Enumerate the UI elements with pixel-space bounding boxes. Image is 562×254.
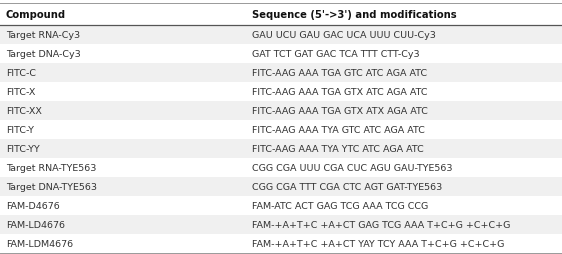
Text: FITC-X: FITC-X xyxy=(6,88,35,97)
Text: FITC-XX: FITC-XX xyxy=(6,107,42,116)
Bar xyxy=(0,64,562,83)
Bar xyxy=(0,196,562,215)
Bar xyxy=(0,177,562,196)
Bar xyxy=(0,234,562,253)
Text: FAM-LDM4676: FAM-LDM4676 xyxy=(6,239,73,248)
Bar xyxy=(0,83,562,102)
Text: Compound: Compound xyxy=(6,10,66,20)
Bar xyxy=(0,102,562,121)
Text: FAM-LD4676: FAM-LD4676 xyxy=(6,220,65,229)
Text: Target RNA-TYE563: Target RNA-TYE563 xyxy=(6,163,96,172)
Text: FITC-AAG AAA TGA GTX ATC AGA ATC: FITC-AAG AAA TGA GTX ATC AGA ATC xyxy=(252,88,428,97)
Bar xyxy=(0,45,562,64)
Text: FAM-ATC ACT GAG TCG AAA TCG CCG: FAM-ATC ACT GAG TCG AAA TCG CCG xyxy=(252,201,428,210)
Text: FITC-AAG AAA TGA GTX ATX AGA ATC: FITC-AAG AAA TGA GTX ATX AGA ATC xyxy=(252,107,428,116)
Text: FAM-+A+T+C +A+CT YAY TCY AAA T+C+G +C+C+G: FAM-+A+T+C +A+CT YAY TCY AAA T+C+G +C+C+… xyxy=(252,239,504,248)
Text: FITC-AAG AAA TYA YTC ATC AGA ATC: FITC-AAG AAA TYA YTC ATC AGA ATC xyxy=(252,145,424,153)
Text: FITC-YY: FITC-YY xyxy=(6,145,40,153)
Text: Target RNA-Cy3: Target RNA-Cy3 xyxy=(6,31,80,40)
Bar xyxy=(0,158,562,177)
Bar xyxy=(0,26,562,45)
Text: Sequence (5'->3') and modifications: Sequence (5'->3') and modifications xyxy=(252,10,456,20)
Bar xyxy=(0,4,562,26)
Text: Target DNA-TYE563: Target DNA-TYE563 xyxy=(6,182,97,191)
Text: FITC-AAG AAA TGA GTC ATC AGA ATC: FITC-AAG AAA TGA GTC ATC AGA ATC xyxy=(252,69,427,78)
Text: CGG CGA UUU CGA CUC AGU GAU-TYE563: CGG CGA UUU CGA CUC AGU GAU-TYE563 xyxy=(252,163,452,172)
Text: FAM-+A+T+C +A+CT GAG TCG AAA T+C+G +C+C+G: FAM-+A+T+C +A+CT GAG TCG AAA T+C+G +C+C+… xyxy=(252,220,510,229)
Text: CGG CGA TTT CGA CTC AGT GAT-TYE563: CGG CGA TTT CGA CTC AGT GAT-TYE563 xyxy=(252,182,442,191)
Bar xyxy=(0,139,562,158)
Text: GAT TCT GAT GAC TCA TTT CTT-Cy3: GAT TCT GAT GAC TCA TTT CTT-Cy3 xyxy=(252,50,420,59)
Text: FITC-C: FITC-C xyxy=(6,69,36,78)
Text: FITC-AAG AAA TYA GTC ATC AGA ATC: FITC-AAG AAA TYA GTC ATC AGA ATC xyxy=(252,125,425,134)
Text: FAM-D4676: FAM-D4676 xyxy=(6,201,60,210)
Text: Target DNA-Cy3: Target DNA-Cy3 xyxy=(6,50,81,59)
Bar xyxy=(0,121,562,139)
Text: GAU UCU GAU GAC UCA UUU CUU-Cy3: GAU UCU GAU GAC UCA UUU CUU-Cy3 xyxy=(252,31,436,40)
Text: FITC-Y: FITC-Y xyxy=(6,125,34,134)
Bar xyxy=(0,215,562,234)
